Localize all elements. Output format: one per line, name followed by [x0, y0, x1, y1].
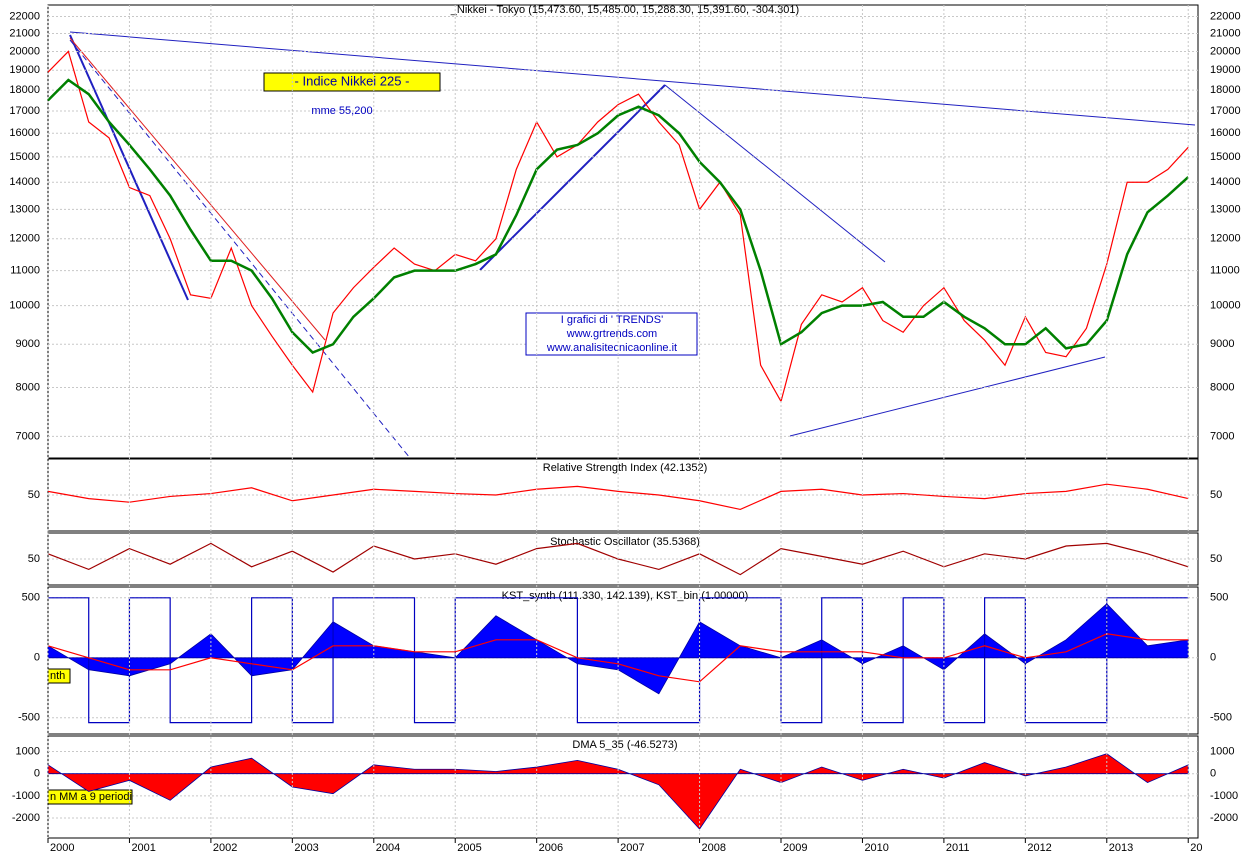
y-tick-label-right: -1000	[1210, 790, 1238, 802]
y-tick-label-right: 17000	[1210, 105, 1241, 117]
panel-title: _Nikkei - Tokyo (15,473.60, 15,485.00, 1…	[450, 4, 799, 16]
y-tick-label-right: 50	[1210, 553, 1222, 565]
y-tick-label: 15000	[9, 151, 40, 163]
y-tick-label-right: 0	[1210, 652, 1216, 664]
panel-label: nth	[50, 670, 65, 682]
annotation: www.grtrends.com	[566, 328, 657, 340]
annotation: I grafici di ' TRENDS'	[561, 314, 663, 326]
y-tick-label: -2000	[12, 812, 40, 824]
trend-line	[664, 84, 886, 263]
y-tick-label: 50	[28, 489, 40, 501]
y-tick-label: 11000	[10, 265, 40, 277]
x-tick-label: 2002	[213, 842, 237, 854]
y-tick-label-right: 12000	[1210, 233, 1241, 245]
y-tick-label: 14000	[9, 176, 40, 188]
x-tick-label: 2010	[864, 842, 888, 854]
y-tick-label-right: 14000	[1210, 176, 1241, 188]
y-tick-label: 18000	[9, 84, 40, 96]
panel	[47, 4, 1199, 459]
panel-title: KST_synth (111.330, 142.139), KST_bin (1…	[502, 590, 749, 602]
y-tick-label-right: 11000	[1210, 265, 1240, 277]
y-tick-label: 1000	[16, 745, 40, 757]
panel-title: Stochastic Oscillator (35.5368)	[550, 536, 700, 548]
trend-line	[69, 34, 189, 301]
annotation: www.analisitecnicaonline.it	[546, 342, 677, 354]
annotation: mme 55,200	[311, 105, 372, 117]
y-tick-label-right: 16000	[1210, 127, 1241, 139]
line	[47, 483, 1189, 511]
y-tick-label: 10000	[9, 300, 40, 312]
y-tick-label-right: 13000	[1210, 203, 1241, 215]
y-tick-label: 500	[22, 592, 40, 604]
x-tick-label: 2006	[539, 842, 563, 854]
y-tick-label-right: 9000	[1210, 338, 1234, 350]
x-tick-label: 2009	[783, 842, 807, 854]
line	[47, 542, 1189, 576]
panel-title: DMA 5_35 (-46.5273)	[572, 739, 677, 751]
line	[47, 633, 1189, 683]
y-tick-label-right: 20000	[1210, 45, 1241, 57]
x-tick-label: 2004	[376, 842, 400, 854]
y-tick-label: 0	[34, 768, 40, 780]
x-tick-label: 2000	[50, 842, 74, 854]
x-tick-label: 2008	[702, 842, 726, 854]
y-tick-label: -1000	[12, 790, 40, 802]
trend-line	[69, 31, 1196, 126]
x-tick-label: 2011	[946, 842, 970, 854]
y-tick-label: 22000	[9, 10, 40, 22]
y-tick-label: 8000	[16, 381, 40, 393]
y-tick-label-right: 50	[1210, 489, 1222, 501]
y-tick-label: 0	[34, 652, 40, 664]
x-tick-label: 2001	[131, 842, 155, 854]
annotation: - Indice Nikkei 225 -	[295, 73, 410, 88]
y-tick-label-right: -2000	[1210, 812, 1238, 824]
y-tick-label-right: -500	[1210, 712, 1232, 724]
panel	[47, 586, 1199, 735]
line	[47, 78, 1190, 354]
x-tick-label: 2013	[1109, 842, 1133, 854]
y-tick-label: 12000	[9, 233, 40, 245]
title-box	[263, 72, 441, 92]
label-box	[47, 668, 71, 684]
panel	[47, 735, 1199, 839]
y-tick-label: 7000	[16, 430, 40, 442]
y-tick-label: 17000	[9, 105, 40, 117]
x-tick-label: 2005	[457, 842, 481, 854]
y-tick-label: 20000	[9, 45, 40, 57]
panel-title: Relative Strength Index (42.1352)	[543, 462, 708, 474]
y-tick-label-right: 22000	[1210, 10, 1241, 22]
y-tick-label-right: 500	[1210, 592, 1228, 604]
y-tick-label: 21000	[9, 27, 40, 39]
y-tick-label: -500	[18, 712, 40, 724]
x-tick-label: 20	[1190, 842, 1202, 854]
y-tick-label: 13000	[9, 203, 40, 215]
trend-line	[479, 84, 666, 271]
x-tick-label: 2007	[620, 842, 644, 854]
area	[47, 753, 1189, 830]
x-tick-label: 2012	[1027, 842, 1051, 854]
y-tick-label: 50	[28, 553, 40, 565]
credit-box	[525, 312, 698, 356]
y-tick-label-right: 18000	[1210, 84, 1241, 96]
trend-line	[69, 37, 326, 341]
y-tick-label-right: 19000	[1210, 64, 1241, 76]
panel-label: n MM a 9 periodi	[50, 791, 132, 803]
y-tick-label-right: 21000	[1210, 27, 1241, 39]
trend-line	[789, 356, 1106, 437]
y-tick-label: 9000	[16, 338, 40, 350]
y-tick-label-right: 8000	[1210, 381, 1234, 393]
y-tick-label-right: 0	[1210, 768, 1216, 780]
y-tick-label-right: 1000	[1210, 745, 1234, 757]
x-tick-label: 2003	[294, 842, 318, 854]
y-tick-label-right: 10000	[1210, 300, 1241, 312]
y-tick-label-right: 15000	[1210, 151, 1241, 163]
y-tick-label: 16000	[9, 127, 40, 139]
y-tick-label: 19000	[9, 64, 40, 76]
y-tick-label-right: 7000	[1210, 430, 1234, 442]
line	[47, 50, 1189, 404]
